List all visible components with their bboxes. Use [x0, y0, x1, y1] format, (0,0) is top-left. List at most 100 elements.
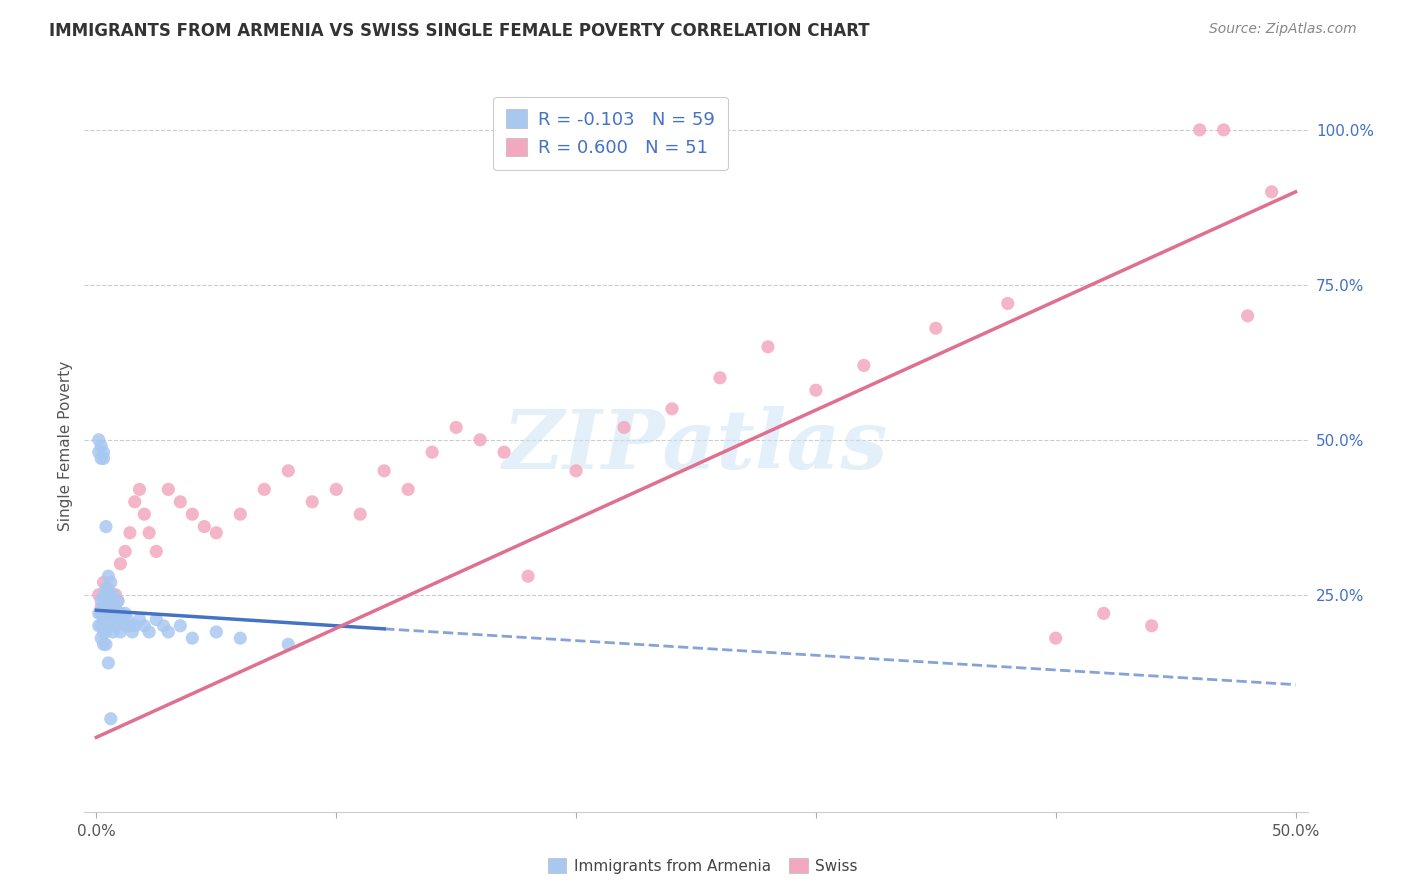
Point	[94, 582, 117, 596]
Point	[94, 519, 117, 533]
Point	[1092, 607, 1115, 621]
Point	[94, 637, 117, 651]
Point	[152, 619, 174, 633]
Point	[349, 507, 371, 521]
Point	[114, 607, 136, 621]
Point	[157, 624, 180, 639]
Point	[253, 483, 276, 497]
Point	[325, 483, 347, 497]
Point	[97, 582, 120, 596]
Point	[87, 445, 110, 459]
Point	[90, 619, 112, 633]
Point	[87, 433, 110, 447]
Point	[134, 619, 156, 633]
Point	[128, 613, 150, 627]
Point	[100, 594, 122, 608]
Point	[100, 712, 122, 726]
Point	[110, 557, 132, 571]
Point	[444, 420, 467, 434]
Point	[1212, 123, 1234, 137]
Point	[101, 600, 124, 615]
Point	[1188, 123, 1211, 137]
Point	[104, 619, 127, 633]
Text: IMMIGRANTS FROM ARMENIA VS SWISS SINGLE FEMALE POVERTY CORRELATION CHART: IMMIGRANTS FROM ARMENIA VS SWISS SINGLE …	[49, 22, 870, 40]
Point	[93, 451, 115, 466]
Point	[1236, 309, 1258, 323]
Point	[93, 624, 115, 639]
Point	[90, 439, 112, 453]
Point	[93, 613, 115, 627]
Point	[90, 594, 112, 608]
Point	[110, 607, 132, 621]
Point	[169, 619, 191, 633]
Point	[181, 507, 204, 521]
Point	[709, 371, 731, 385]
Point	[134, 507, 156, 521]
Point	[205, 624, 228, 639]
Text: Source: ZipAtlas.com: Source: ZipAtlas.com	[1209, 22, 1357, 37]
Point	[373, 464, 395, 478]
Y-axis label: Single Female Poverty: Single Female Poverty	[58, 361, 73, 531]
Point	[87, 607, 110, 621]
Point	[277, 637, 299, 651]
Point	[87, 588, 110, 602]
Point	[169, 495, 191, 509]
Point	[468, 433, 491, 447]
Legend: R = -0.103   N = 59, R = 0.600   N = 51: R = -0.103 N = 59, R = 0.600 N = 51	[494, 96, 728, 169]
Point	[93, 600, 115, 615]
Point	[661, 401, 683, 416]
Point	[1045, 631, 1067, 645]
Point	[100, 613, 122, 627]
Point	[852, 359, 875, 373]
Point	[101, 624, 124, 639]
Point	[117, 613, 139, 627]
Point	[145, 544, 167, 558]
Point	[1260, 185, 1282, 199]
Point	[301, 495, 323, 509]
Point	[124, 619, 146, 633]
Point	[925, 321, 948, 335]
Point	[93, 445, 115, 459]
Point	[90, 600, 112, 615]
Point	[277, 464, 299, 478]
Point	[565, 464, 588, 478]
Point	[93, 575, 115, 590]
Point	[229, 507, 252, 521]
Point	[128, 483, 150, 497]
Point	[94, 594, 117, 608]
Legend: Immigrants from Armenia, Swiss: Immigrants from Armenia, Swiss	[541, 852, 865, 880]
Point	[94, 600, 117, 615]
Point	[107, 613, 129, 627]
Point	[101, 607, 124, 621]
Point	[111, 613, 134, 627]
Point	[97, 588, 120, 602]
Point	[145, 613, 167, 627]
Point	[420, 445, 443, 459]
Point	[124, 495, 146, 509]
Point	[997, 296, 1019, 310]
Point	[100, 607, 122, 621]
Point	[494, 445, 516, 459]
Point	[101, 588, 124, 602]
Point	[90, 451, 112, 466]
Point	[93, 588, 115, 602]
Point	[114, 619, 136, 633]
Point	[97, 656, 120, 670]
Point	[229, 631, 252, 645]
Point	[87, 619, 110, 633]
Point	[90, 631, 112, 645]
Point	[94, 613, 117, 627]
Point	[107, 594, 129, 608]
Point	[107, 594, 129, 608]
Point	[193, 519, 215, 533]
Point	[121, 624, 143, 639]
Point	[396, 483, 419, 497]
Point	[804, 383, 827, 397]
Point	[118, 619, 141, 633]
Point	[104, 600, 127, 615]
Point	[118, 525, 141, 540]
Point	[97, 619, 120, 633]
Point	[181, 631, 204, 645]
Point	[756, 340, 779, 354]
Point	[517, 569, 540, 583]
